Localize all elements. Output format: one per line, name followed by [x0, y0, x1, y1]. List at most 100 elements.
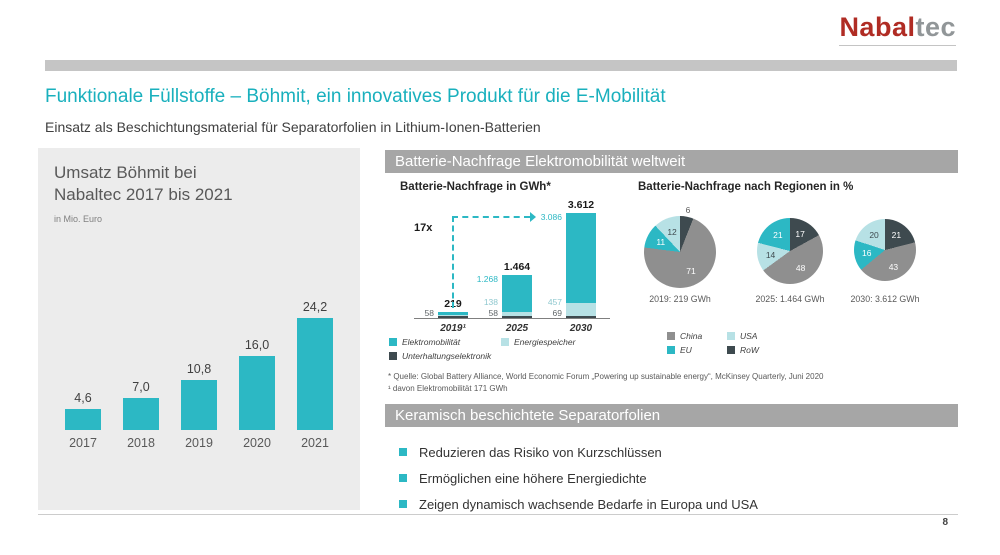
bullet-item: Zeigen dynamisch wachsende Bedarfe in Eu…	[399, 491, 758, 517]
demand-segment-label: 3.086	[540, 212, 562, 222]
demand-chart-title: Batterie-Nachfrage in GWh*	[400, 181, 551, 193]
pie-segment-label-eu: 21	[773, 230, 783, 241]
logo-underline	[839, 45, 956, 46]
revenue-bar	[65, 409, 101, 430]
logo-text-primary: Nabal	[839, 12, 916, 42]
revenue-bar	[239, 356, 275, 430]
demand-segment-label: 1.268	[476, 274, 498, 285]
bullet-square-icon	[399, 448, 407, 456]
pie-caption: 2030: 3.612 GWh	[850, 294, 920, 304]
legend-item-usa: USA	[727, 331, 797, 341]
revenue-bar-year: 2021	[301, 436, 329, 450]
bullet-list: Reduzieren das Risiko von Kurzschlüssen E…	[399, 439, 758, 517]
nabaltec-logo: Nabaltec	[839, 12, 956, 46]
legend-label-usa: USA	[740, 331, 758, 341]
legend-swatch-usa	[727, 332, 735, 340]
legend-swatch-row	[727, 346, 735, 354]
legend-item-energiespeicher: Energiespeicher	[501, 337, 641, 347]
slide-title: Funktionale Füllstoffe – Böhmit, ein inn…	[45, 86, 666, 107]
pie-segment-label-china: 71	[686, 265, 696, 276]
bullet-item: Reduzieren das Risiko von Kurzschlüssen	[399, 439, 758, 465]
revenue-bar	[297, 318, 333, 430]
legend-swatch-elektromobilit-t	[389, 338, 397, 346]
legend-swatch-energiespeicher	[501, 338, 509, 346]
revenue-bar-value: 24,2	[302, 300, 328, 314]
pie-caption: 2019: 219 GWh	[649, 294, 711, 304]
revenue-panel-title-line2: Nabaltec 2017 bis 2021	[54, 185, 233, 205]
pie-segment-label-usa: 12	[667, 226, 677, 237]
revenue-bar-value: 7,0	[132, 380, 150, 394]
pie-2025-1-464-gwh	[757, 218, 823, 284]
demand-total-label: 3.612	[567, 199, 595, 211]
revenue-bar	[123, 398, 159, 430]
revenue-unit-label: in Mio. Euro	[54, 214, 103, 224]
demand-total-label: 1.464	[503, 261, 531, 274]
demand-segment-label: 138	[483, 297, 498, 307]
demand-year-label: 2025	[505, 323, 529, 334]
legend-label-row: RoW	[740, 345, 759, 355]
pie-2030-3-612-gwh	[854, 219, 916, 281]
logo-text-secondary: tec	[915, 12, 956, 42]
revenue-bar-chart: 4,6 2017 7,0 2018 10,8 2019 16,0 2020 24,2 2021	[54, 268, 346, 468]
footnote-source: * Quelle: Global Battery Alliance, World…	[388, 372, 824, 381]
legend-item-row: RoW	[727, 345, 797, 355]
top-divider-bar	[45, 60, 957, 71]
legend-item-unterhaltungselektronik: Unterhaltungselektronik	[389, 351, 501, 361]
legend-label-eu: EU	[680, 345, 692, 355]
bullet-square-icon	[399, 500, 407, 508]
bullet-text: Zeigen dynamisch wachsende Bedarfe in Eu…	[419, 496, 758, 512]
legend-label-elektromobilit-t: Elektromobilität	[402, 337, 461, 347]
section-header-separator-foils: Keramisch beschichtete Separatorfolien	[385, 404, 958, 427]
revenue-panel-title-line1: Umsatz Böhmit bei	[54, 163, 197, 182]
legend-label-energiespeicher: Energiespeicher	[514, 337, 576, 347]
demand-year-label: 2030	[569, 323, 593, 334]
region-legend: China USA EU RoW	[667, 331, 797, 355]
regions-chart-title: Batterie-Nachfrage nach Regionen in %	[638, 181, 854, 193]
demand-arrow-head	[530, 212, 536, 222]
demand-bar-segment-energiespeicher	[566, 302, 596, 316]
legend-item-eu: EU	[667, 345, 727, 355]
bullet-text: Reduzieren das Risiko von Kurzschlüssen	[419, 444, 662, 460]
section-header-battery-demand: Batterie-Nachfrage Elektromobilität welt…	[385, 150, 958, 173]
pie-segment-label-usa: 14	[765, 249, 776, 260]
demand-bar-segment-energiespeicher	[502, 312, 532, 317]
demand-arrow-horizontal	[452, 216, 530, 218]
demand-arrow-vertical	[452, 216, 454, 308]
pie-segment-label-row: 21	[891, 230, 902, 241]
demand-axis	[414, 318, 610, 319]
demand-annotation: 17x	[414, 222, 433, 234]
region-pie-charts: 6 71 11 12 2019: 219 GWh 17 48 14 21 2025: 1.464 …	[630, 196, 958, 328]
revenue-bar-value: 16,0	[244, 338, 270, 352]
demand-bar-segment-energiespeicher	[438, 315, 468, 317]
demand-segment-label: 457	[547, 297, 562, 307]
bullet-item: Ermöglichen eine höhere Energiedichte	[399, 465, 758, 491]
legend-item-elektromobilit-t: Elektromobilität	[389, 337, 501, 347]
revenue-bar	[181, 380, 217, 430]
pie-segment-label-china: 48	[795, 262, 806, 273]
pie-segment-label-eu: 11	[656, 237, 666, 248]
demand-year-label: 2019¹	[440, 323, 466, 334]
legend-swatch-china	[667, 332, 675, 340]
demand-bar-segment-elektromobilit-t	[502, 275, 532, 313]
demand-bar-segment-elektromobilit-t	[566, 213, 596, 303]
footnote-elektromobilitaet: ¹ davon Elektromobilität 171 GWh	[388, 384, 508, 393]
legend-swatch-unterhaltungselektronik	[389, 352, 397, 360]
bottom-divider	[38, 514, 958, 515]
demand-bar-segment-unterhaltungselektronik	[502, 316, 532, 318]
demand-bar-segment-unterhaltungselektronik	[438, 316, 468, 318]
slide-subtitle: Einsatz als Beschichtungsmaterial für Se…	[45, 119, 541, 135]
pie-2019-219-gwh	[644, 216, 716, 288]
revenue-bar-value: 4,6	[74, 391, 92, 405]
demand-bar-segment-elektromobilit-t	[438, 311, 468, 316]
revenue-bar-year: 2018	[127, 436, 155, 450]
bullet-text: Ermöglichen eine höhere Energiedichte	[419, 470, 647, 486]
demand-segment-label: 58	[424, 308, 434, 318]
bullet-square-icon	[399, 474, 407, 482]
legend-item-china: China	[667, 331, 727, 341]
pie-segment-label-row: 6	[685, 204, 691, 215]
legend-swatch-eu	[667, 346, 675, 354]
pie-segment-label-china: 43	[888, 261, 899, 272]
revenue-bar-year: 2020	[243, 436, 271, 450]
demand-legend: Elektromobilität Energiespeicher Unterhalt…	[389, 337, 641, 361]
pie-segment-label-eu: 16	[861, 248, 872, 259]
